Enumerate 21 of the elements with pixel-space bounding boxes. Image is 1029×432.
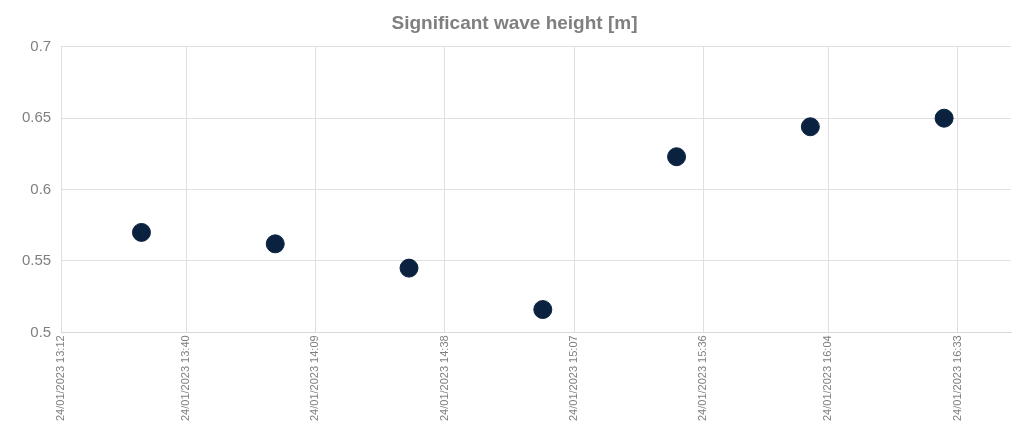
- y-tick-label: 0.5: [30, 322, 52, 340]
- y-tick-label: 0.55: [21, 251, 52, 269]
- y-tick-label: 0.6: [30, 179, 52, 197]
- point: [131, 222, 151, 242]
- y-tick-label: 0.65: [21, 108, 52, 126]
- point: [399, 258, 419, 278]
- point: [265, 234, 285, 254]
- x-tick-label: 24/01/2023 16:04: [821, 335, 834, 421]
- x-tick-label: 24/01/2023 16:33: [950, 335, 963, 421]
- x-tick-label: 24/01/2023 15:36: [696, 335, 709, 421]
- x-tick-label: 24/01/2023 14:09: [308, 335, 321, 421]
- x-tick-label: 24/01/2023 15:07: [567, 335, 580, 421]
- x-tick-label: 24/01/2023 14:38: [437, 335, 450, 421]
- point: [533, 300, 553, 320]
- x-tick-label: 24/01/2023 13:12: [54, 335, 67, 421]
- x-tick-label: 24/01/2023 13:40: [179, 335, 192, 421]
- chart-title: Significant wave height [m]: [391, 11, 638, 33]
- y-tick-label: 0.7: [30, 36, 52, 54]
- point: [934, 108, 954, 128]
- point: [667, 147, 687, 167]
- point: [800, 117, 820, 137]
